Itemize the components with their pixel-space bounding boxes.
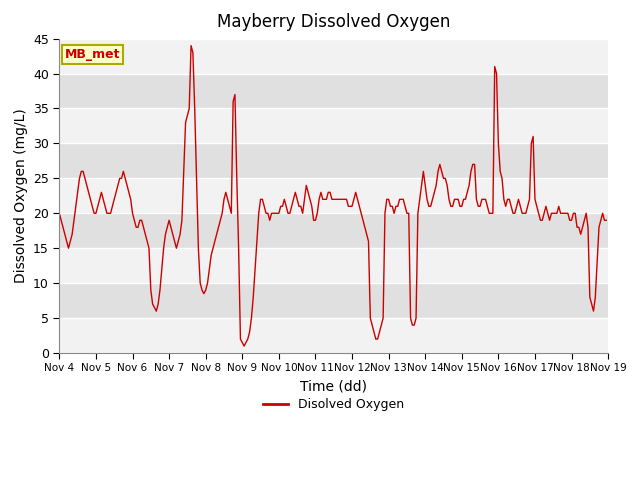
Bar (60, 73, 608, 108)
Bar (60, 108, 608, 144)
Bar (60, 318, 608, 353)
Y-axis label: Dissolved Oxygen (mg/L): Dissolved Oxygen (mg/L) (13, 108, 28, 283)
Bar (60, 144, 608, 179)
X-axis label: Time (dd): Time (dd) (300, 379, 367, 393)
Bar (60, 248, 608, 283)
Bar (60, 283, 608, 318)
Bar (60, 213, 608, 248)
Title: Mayberry Dissolved Oxygen: Mayberry Dissolved Oxygen (217, 13, 451, 32)
Text: MB_met: MB_met (65, 48, 120, 61)
Legend: Disolved Oxygen: Disolved Oxygen (258, 393, 410, 416)
Bar (60, 38, 608, 73)
Bar (60, 179, 608, 213)
